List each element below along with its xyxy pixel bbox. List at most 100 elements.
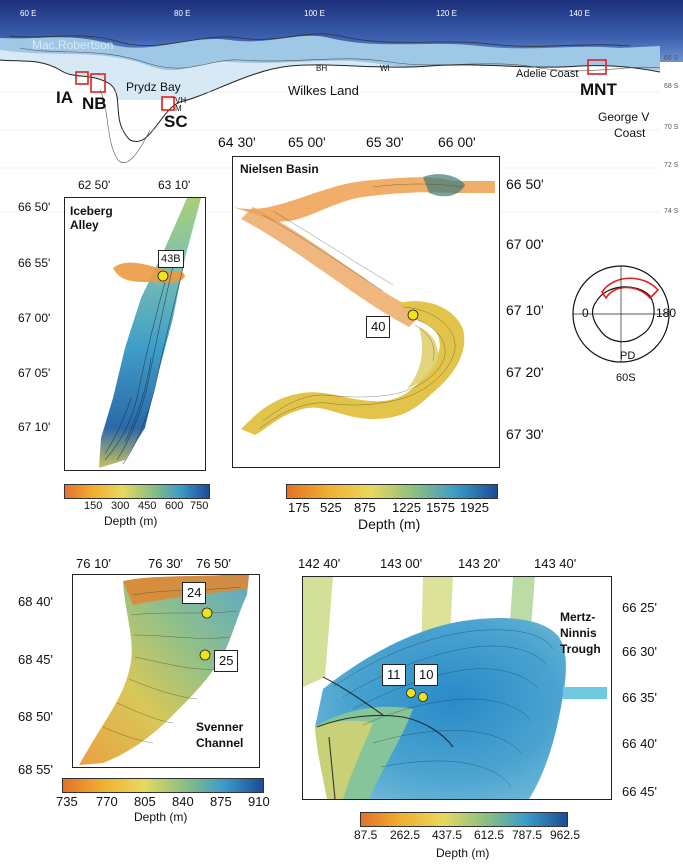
sc-top-tick-0: 76 10'	[76, 556, 112, 571]
mn-cbar-tick-3: 612.5	[474, 828, 505, 842]
mn-title-line3: Trough	[560, 642, 601, 656]
ia-left-tick-1: 66 55'	[18, 256, 51, 270]
nb-top-tick-3: 66 00'	[438, 134, 476, 150]
nb-colorbar	[286, 484, 498, 499]
mn-right-tick-3: 66 40'	[622, 736, 658, 751]
sc-title-line2: Channel	[196, 736, 244, 750]
nb-right-tick-3: 67 20'	[506, 364, 544, 380]
nb-cbar-title: Depth (m)	[358, 516, 421, 532]
nb-right-tick-2: 67 10'	[506, 302, 544, 318]
label-coast: Coast	[614, 126, 646, 140]
sc-cbar-tick-5: 910	[248, 794, 270, 809]
nb-cbar-tick-0: 175	[288, 500, 310, 515]
site-code-sc: SC	[164, 112, 188, 131]
label-adelie-coast: Adelie Coast	[516, 68, 579, 80]
iceberg-alley-bathymetry	[99, 198, 201, 468]
mn-top-tick-2: 143 20'	[458, 556, 501, 571]
label-vh: VH	[175, 96, 187, 105]
nb-top-tick-1: 65 00'	[288, 134, 326, 150]
ia-cbar-tick-4: 750	[190, 500, 209, 512]
globe-lat-label: 60S	[616, 372, 636, 384]
nb-top-tick-0: 64 30'	[218, 134, 256, 150]
sc-top-tick-1: 76 30'	[148, 556, 184, 571]
label-george-v: George V	[598, 110, 650, 124]
svenner-channel-panel	[72, 574, 260, 768]
nb-title: Nielsen Basin	[240, 162, 319, 176]
mn-colorbar	[360, 812, 568, 827]
lat-label-74s: 74 S	[664, 208, 679, 215]
mn-title-line1: Mertz-	[560, 610, 596, 624]
mn-cbar-tick-2: 437.5	[432, 828, 463, 842]
iceberg-alley-panel	[64, 197, 206, 471]
sc-title-line1: Svenner	[196, 720, 244, 734]
ia-left-tick-0: 66 50'	[18, 200, 51, 214]
label-wilkes-land: Wilkes Land	[288, 83, 359, 98]
mn-cbar-tick-4: 787.5	[512, 828, 543, 842]
site-code-mnt: MNT	[580, 80, 617, 99]
mertz-ninnis-panel	[302, 576, 612, 800]
mn-right-tick-4: 66 45'	[622, 784, 658, 799]
nielsen-basin-bathymetry	[233, 174, 495, 435]
ia-top-tick-1: 63 10'	[158, 178, 191, 192]
label-m: M	[175, 104, 182, 113]
sc-cbar-tick-4: 875	[210, 794, 232, 809]
sc-cbar-tick-3: 840	[172, 794, 194, 809]
lon-label-120e: 120 E	[436, 9, 457, 18]
sc-station-24: 24	[182, 582, 207, 604]
label-prydz-bay: Prydz Bay	[126, 80, 181, 94]
inset-globe	[566, 262, 676, 372]
ia-left-tick-2: 67 00'	[18, 311, 51, 325]
lat-label-70s: 70 S	[664, 124, 679, 131]
nb-cbar-tick-5: 1925	[460, 500, 489, 515]
sc-station-25: 25	[214, 650, 239, 672]
sc-cbar-tick-2: 805	[134, 794, 156, 809]
nb-right-tick-0: 66 50'	[506, 176, 544, 192]
sc-left-tick-0: 68 40'	[18, 594, 54, 609]
mn-title-line2: Ninnis	[560, 626, 597, 640]
site-code-nb: NB	[82, 94, 107, 113]
ia-title-line1: Iceberg	[70, 204, 113, 218]
label-macrobertson: Mac.Robertson	[32, 38, 114, 52]
globe-lon-180: 180	[656, 306, 677, 320]
lat-label-68s: 68 S	[664, 83, 679, 90]
nielsen-basin-panel	[232, 156, 500, 468]
ia-title-line2: Alley	[70, 218, 99, 232]
inset-globe-graphic	[572, 265, 670, 363]
mn-cbar-tick-5: 962.5	[550, 828, 581, 842]
sc-cbar-tick-1: 770	[96, 794, 118, 809]
ia-left-tick-4: 67 10'	[18, 420, 51, 434]
mn-cbar-tick-0: 87.5	[354, 828, 378, 842]
label-bh: BH	[316, 64, 328, 73]
lon-label-140e: 140 E	[569, 9, 590, 18]
mn-top-tick-1: 143 00'	[380, 556, 423, 571]
nb-station-label: 40	[366, 316, 391, 338]
ia-cbar-tick-1: 300	[111, 500, 130, 512]
site-code-ia: IA	[56, 88, 73, 107]
ia-cbar-tick-3: 600	[165, 500, 184, 512]
nb-top-tick-2: 65 30'	[366, 134, 404, 150]
lat-label-72s: 72 S	[664, 162, 679, 169]
mn-station-11: 11	[382, 664, 406, 686]
nb-right-tick-1: 67 00'	[506, 236, 544, 252]
ia-top-tick-0: 62 50'	[78, 178, 111, 192]
globe-lon-0: 0	[582, 306, 589, 320]
lat-label-66s: 66 S	[664, 55, 679, 62]
nb-cbar-tick-2: 875	[354, 500, 376, 515]
ia-colorbar	[64, 484, 210, 499]
sc-cbar-tick-0: 735	[56, 794, 78, 809]
ia-cbar-tick-0: 150	[84, 500, 103, 512]
globe-pole-label: PD	[620, 350, 636, 362]
ia-left-tick-3: 67 05'	[18, 366, 51, 380]
nb-cbar-tick-3: 1225	[392, 500, 421, 515]
mn-right-tick-0: 66 25'	[622, 600, 658, 615]
sc-left-tick-3: 68 55'	[18, 762, 54, 777]
mn-cbar-title: Depth (m)	[436, 846, 490, 860]
mertz-ninnis-bathymetry	[303, 577, 607, 799]
mn-right-tick-1: 66 30'	[622, 644, 658, 659]
lon-label-80e: 80 E	[174, 9, 191, 18]
lon-label-100e: 100 E	[304, 9, 325, 18]
lon-label-60e: 60 E	[20, 9, 37, 18]
sc-colorbar	[62, 778, 264, 793]
nb-cbar-tick-4: 1575	[426, 500, 455, 515]
label-shelf: Shelf	[64, 53, 92, 67]
